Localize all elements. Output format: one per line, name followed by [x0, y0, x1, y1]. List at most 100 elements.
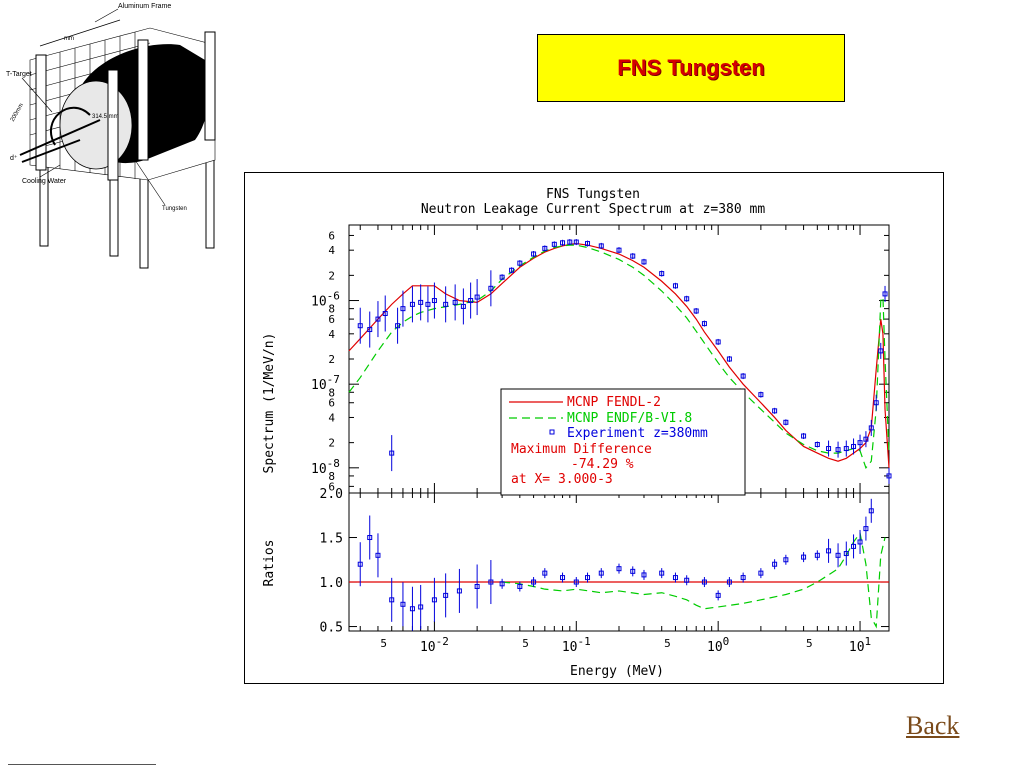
experiment-point — [863, 436, 869, 442]
ratio-experiment-point — [641, 572, 647, 578]
frame-label: Aluminum Frame — [118, 3, 171, 10]
ratio-experiment-point — [418, 604, 424, 610]
x-tick-label: 101 — [849, 635, 871, 655]
ratio-experiment-point — [659, 570, 665, 576]
experiment-point — [758, 392, 764, 398]
experiment-point — [409, 301, 415, 307]
experimental-setup-diagram: Aluminum Frame mm T-Target 200mm 314.5 m… — [6, 3, 216, 269]
ratio-experiment-point — [443, 592, 449, 598]
experiment-point — [425, 301, 431, 307]
experiment-point — [701, 321, 707, 327]
experiment-point — [882, 291, 888, 297]
ratio-experiment-point — [400, 601, 406, 607]
y-tick-label: 0.5 — [320, 621, 343, 636]
experiment-point — [693, 308, 699, 314]
slide-title: FNS Tungsten — [617, 55, 765, 80]
ratio-y-axis-label: Ratios — [262, 540, 277, 587]
x-tick-label: 5 — [806, 637, 813, 650]
depth-label: 200mm — [10, 103, 25, 123]
x-tick-label: 5 — [522, 637, 529, 650]
chart-legend: MCNP FENDL-2 MCNP ENDF/B-VI.8 Experiment… — [500, 388, 746, 496]
cooling-water-label: Cooling Water — [22, 178, 67, 185]
experiment-point — [641, 259, 647, 265]
ratio-experiment-point — [726, 579, 732, 585]
spectrum-chart: FNS Tungsten Neutron Leakage Current Spe… — [262, 187, 892, 679]
y-tick-label: 2 — [328, 353, 335, 366]
legend-label-endf: MCNP ENDF/B-VI.8 — [567, 411, 692, 426]
ratio-experiment-point — [573, 579, 579, 585]
experiment-point — [630, 253, 636, 259]
ratio-experiment-point — [367, 535, 373, 541]
dimension-label: mm — [64, 36, 74, 42]
experiment-point — [367, 327, 373, 333]
spectrum-chart-frame: FNS Tungsten Neutron Leakage Current Spe… — [244, 172, 944, 684]
experiment-point — [431, 298, 437, 304]
ratio-experiment-point — [857, 539, 863, 545]
tungsten-front-face — [59, 80, 133, 170]
experiment-point — [835, 447, 841, 453]
radius-label: 314.5 mm — [92, 114, 119, 120]
experiment-point — [517, 260, 523, 266]
ratio-panel: 5 10-2 5 10-1 5 100 5 101 0.5 1.0 1.5 2.0 — [320, 487, 890, 655]
experiment-point — [851, 443, 857, 449]
experiment-point — [886, 473, 892, 479]
experiment-point — [443, 301, 449, 307]
footer-divider — [8, 764, 156, 765]
legend-label-fendl: MCNP FENDL-2 — [567, 395, 661, 410]
ratio-experiment-point — [474, 583, 480, 589]
legend-box — [500, 388, 746, 496]
ratio-experiment-point — [740, 575, 746, 581]
experiment-point — [573, 239, 579, 245]
experiment-point — [418, 299, 424, 305]
ratio-experiment-point — [409, 606, 415, 612]
legend-label-experiment: Experiment z=380mm — [567, 426, 708, 441]
y-tick-label: 4 — [328, 328, 335, 341]
back-link[interactable]: Back — [906, 711, 960, 740]
experiment-point — [542, 245, 548, 251]
experiment-point — [783, 419, 789, 425]
y-tick-label: 1.5 — [320, 532, 343, 547]
ratio-experiment-point — [843, 551, 849, 557]
ratio-experiment-point — [598, 570, 604, 576]
chart-subtitle: Neutron Leakage Current Spectrum at z=38… — [421, 202, 766, 217]
ratio-experiment-point — [684, 577, 690, 583]
y-tick-label: 6 — [328, 229, 335, 242]
ratio-experiment-point — [357, 561, 363, 567]
experiment-point — [452, 299, 458, 305]
experiment-point — [801, 433, 807, 439]
x-tick-label: 5 — [380, 637, 387, 650]
ratio-experiment-point — [488, 579, 494, 585]
experiment-point — [868, 425, 874, 431]
experiment-point — [873, 400, 879, 406]
ratio-experiment-point — [851, 543, 857, 549]
experiment-point — [598, 243, 604, 249]
experiment-point — [400, 306, 406, 312]
deuteron-label: d⁺ — [10, 155, 18, 162]
ratio-experiment-point — [758, 570, 764, 576]
experiment-point — [585, 241, 591, 247]
spectrum-y-axis-label: Spectrum (1/MeV/n) — [262, 333, 277, 474]
legend-swatch-experiment — [549, 429, 555, 435]
experiment-point — [684, 296, 690, 302]
y-tick-label: 2.0 — [320, 487, 343, 502]
y-tick-label: 6 — [328, 397, 335, 410]
ratio-experiment-point — [868, 508, 874, 514]
y-tick-label: 6 — [328, 313, 335, 326]
experiment-point — [659, 271, 665, 277]
legend-note-percent: -74.29 % — [571, 457, 634, 472]
y-tick-label: 8 — [328, 386, 335, 399]
ratio-experiment-point — [560, 575, 566, 581]
ratio-experiment-point — [826, 548, 832, 554]
y-tick-label: 8 — [328, 303, 335, 316]
ratio-experiment-point — [835, 552, 841, 558]
ratio-experiment-point — [814, 552, 820, 558]
y-tick-label: 10-6 — [311, 290, 340, 310]
experiment-point — [488, 285, 494, 291]
ratio-experiment-point — [499, 581, 505, 587]
legend-note-max-difference: Maximum Difference — [511, 442, 652, 457]
experiment-point — [715, 339, 721, 345]
ratio-experiment-point — [531, 579, 537, 585]
experiment-point — [772, 408, 778, 414]
target-label: T-Target — [6, 71, 32, 78]
x-tick-label: 5 — [664, 637, 671, 650]
